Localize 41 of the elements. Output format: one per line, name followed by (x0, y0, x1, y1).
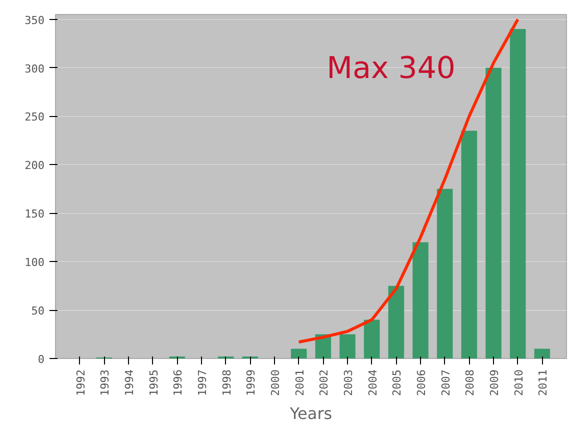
y-tick-label: 0 (38, 353, 44, 366)
x-tick-label: 1996 (172, 369, 185, 396)
line-series (297, 18, 520, 344)
x-tick-label: 1994 (123, 369, 136, 396)
x-tick-label: 1997 (196, 369, 209, 396)
x-axis-title: Years (288, 404, 332, 423)
bar (510, 29, 526, 358)
x-tick-label: 2007 (439, 369, 452, 396)
x-tick-label: 2004 (366, 369, 380, 396)
y-tick-label: 50 (31, 304, 45, 318)
y-tick-label: 100 (24, 256, 45, 270)
bar (461, 130, 478, 358)
x-tick-label: 2010 (512, 369, 526, 396)
y-tick-label: 150 (24, 208, 45, 221)
y-tick-label: 250 (24, 110, 45, 124)
x-tick-label: 1999 (244, 369, 258, 396)
bar (290, 348, 307, 358)
bar (340, 334, 356, 358)
annotation: Max 340 (326, 51, 456, 86)
y-tick-label: 200 (24, 159, 45, 172)
y-tick-label: 300 (24, 62, 45, 76)
bar (388, 286, 404, 358)
x-tick-label: 2005 (390, 369, 404, 396)
x-tick-label: 2001 (293, 369, 306, 396)
x-tick-label: 2008 (464, 369, 477, 396)
bar (486, 68, 502, 358)
x-tick-label: 2006 (415, 369, 428, 396)
bar (364, 320, 380, 358)
x-tick-label: 1992 (74, 369, 88, 396)
bar (436, 188, 453, 358)
x-tick-label: 1993 (98, 369, 112, 396)
x-tick-label: 2003 (342, 369, 355, 396)
x-tick-label: 1998 (220, 369, 234, 396)
bar (534, 348, 550, 358)
x-tick-label: 2002 (318, 369, 331, 396)
x-tick-label: 2000 (269, 369, 282, 396)
x-tick-label: 2009 (488, 369, 501, 396)
x-tick-label: 2011 (536, 369, 550, 396)
x-tick-label: 1995 (147, 369, 160, 396)
y-tick-label: 350 (24, 14, 45, 27)
bar (412, 242, 428, 358)
